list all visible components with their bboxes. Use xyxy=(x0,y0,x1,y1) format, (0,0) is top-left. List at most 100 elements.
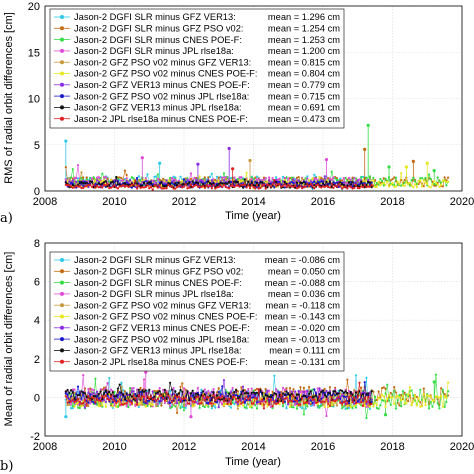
legend-entry-mean: mean = 0.473 cm xyxy=(268,114,340,124)
data-point xyxy=(248,187,252,190)
data-point xyxy=(172,178,175,181)
data-point xyxy=(109,179,113,182)
data-point xyxy=(78,185,81,188)
data-point xyxy=(252,186,255,189)
data-point xyxy=(426,182,429,186)
data-point xyxy=(207,180,210,183)
data-point xyxy=(76,185,80,188)
data-point xyxy=(349,183,352,186)
data-point xyxy=(313,177,316,180)
data-point xyxy=(163,187,166,190)
series-segment xyxy=(324,176,327,185)
data-point xyxy=(367,180,370,184)
data-point xyxy=(160,404,163,407)
data-point xyxy=(433,179,436,183)
data-point xyxy=(412,176,415,180)
data-point xyxy=(309,180,312,183)
data-point xyxy=(271,390,274,393)
data-point xyxy=(198,175,201,178)
data-point xyxy=(142,186,146,189)
data-point xyxy=(283,179,286,182)
data-point xyxy=(330,178,333,181)
data-point xyxy=(89,177,92,180)
data-point xyxy=(419,177,422,180)
spike-point xyxy=(231,167,235,171)
data-point xyxy=(167,181,170,185)
data-point xyxy=(354,374,358,377)
data-point xyxy=(188,179,191,182)
data-point xyxy=(335,181,338,184)
data-point xyxy=(96,179,99,182)
data-point xyxy=(427,185,431,188)
data-point xyxy=(102,179,106,182)
data-point xyxy=(287,183,290,186)
series-markers xyxy=(64,167,373,191)
spike-point xyxy=(387,165,391,169)
data-point xyxy=(398,183,401,186)
plot-frame xyxy=(44,5,463,192)
data-point xyxy=(290,180,293,184)
data-point xyxy=(243,178,246,181)
data-point xyxy=(276,183,279,186)
data-point xyxy=(97,182,100,185)
data-point xyxy=(255,178,259,181)
data-point xyxy=(316,180,319,183)
data-point xyxy=(389,391,392,394)
data-point xyxy=(148,182,151,186)
series-segment xyxy=(390,394,393,405)
spike-point xyxy=(158,161,162,165)
data-point xyxy=(177,185,180,188)
data-point xyxy=(68,186,71,189)
data-point xyxy=(71,405,74,408)
data-point xyxy=(419,179,422,182)
data-point xyxy=(123,390,127,393)
data-point xyxy=(66,179,69,182)
data-point xyxy=(344,407,347,410)
data-point xyxy=(375,398,378,402)
data-point xyxy=(294,186,297,189)
data-point xyxy=(174,182,177,185)
data-point xyxy=(137,175,140,178)
data-point xyxy=(400,172,403,175)
data-point xyxy=(99,179,102,182)
spike-point xyxy=(140,156,144,160)
data-point xyxy=(203,176,206,179)
data-point xyxy=(252,184,255,187)
x-tick-label: 2020 xyxy=(450,196,474,208)
data-point xyxy=(132,183,135,186)
data-point xyxy=(208,184,212,187)
data-point xyxy=(346,184,349,187)
data-point xyxy=(283,186,286,189)
data-point xyxy=(212,179,215,182)
data-point xyxy=(125,173,128,177)
data-point xyxy=(198,185,201,188)
data-point xyxy=(255,183,259,187)
data-point xyxy=(403,181,406,184)
data-point xyxy=(195,181,198,184)
spike-point xyxy=(432,169,436,173)
data-point xyxy=(146,180,149,183)
data-point xyxy=(68,177,71,180)
data-point xyxy=(347,406,351,410)
data-point xyxy=(288,176,292,180)
data-point xyxy=(346,378,349,381)
data-point xyxy=(130,186,133,189)
x-tick-label: 2014 xyxy=(241,196,265,208)
data-point xyxy=(207,176,210,179)
data-point xyxy=(264,187,267,190)
data-point xyxy=(344,185,347,188)
data-point xyxy=(222,176,226,179)
data-point xyxy=(238,185,241,188)
series-segment xyxy=(79,172,82,181)
series-segment xyxy=(75,165,79,179)
data-point xyxy=(337,183,340,186)
data-point xyxy=(182,185,186,188)
data-point xyxy=(217,387,220,390)
data-point xyxy=(372,176,375,179)
data-point xyxy=(87,185,90,189)
data-point xyxy=(328,177,332,180)
data-point xyxy=(276,181,279,184)
data-point xyxy=(87,184,90,187)
data-point xyxy=(283,180,286,184)
data-point xyxy=(241,183,245,187)
